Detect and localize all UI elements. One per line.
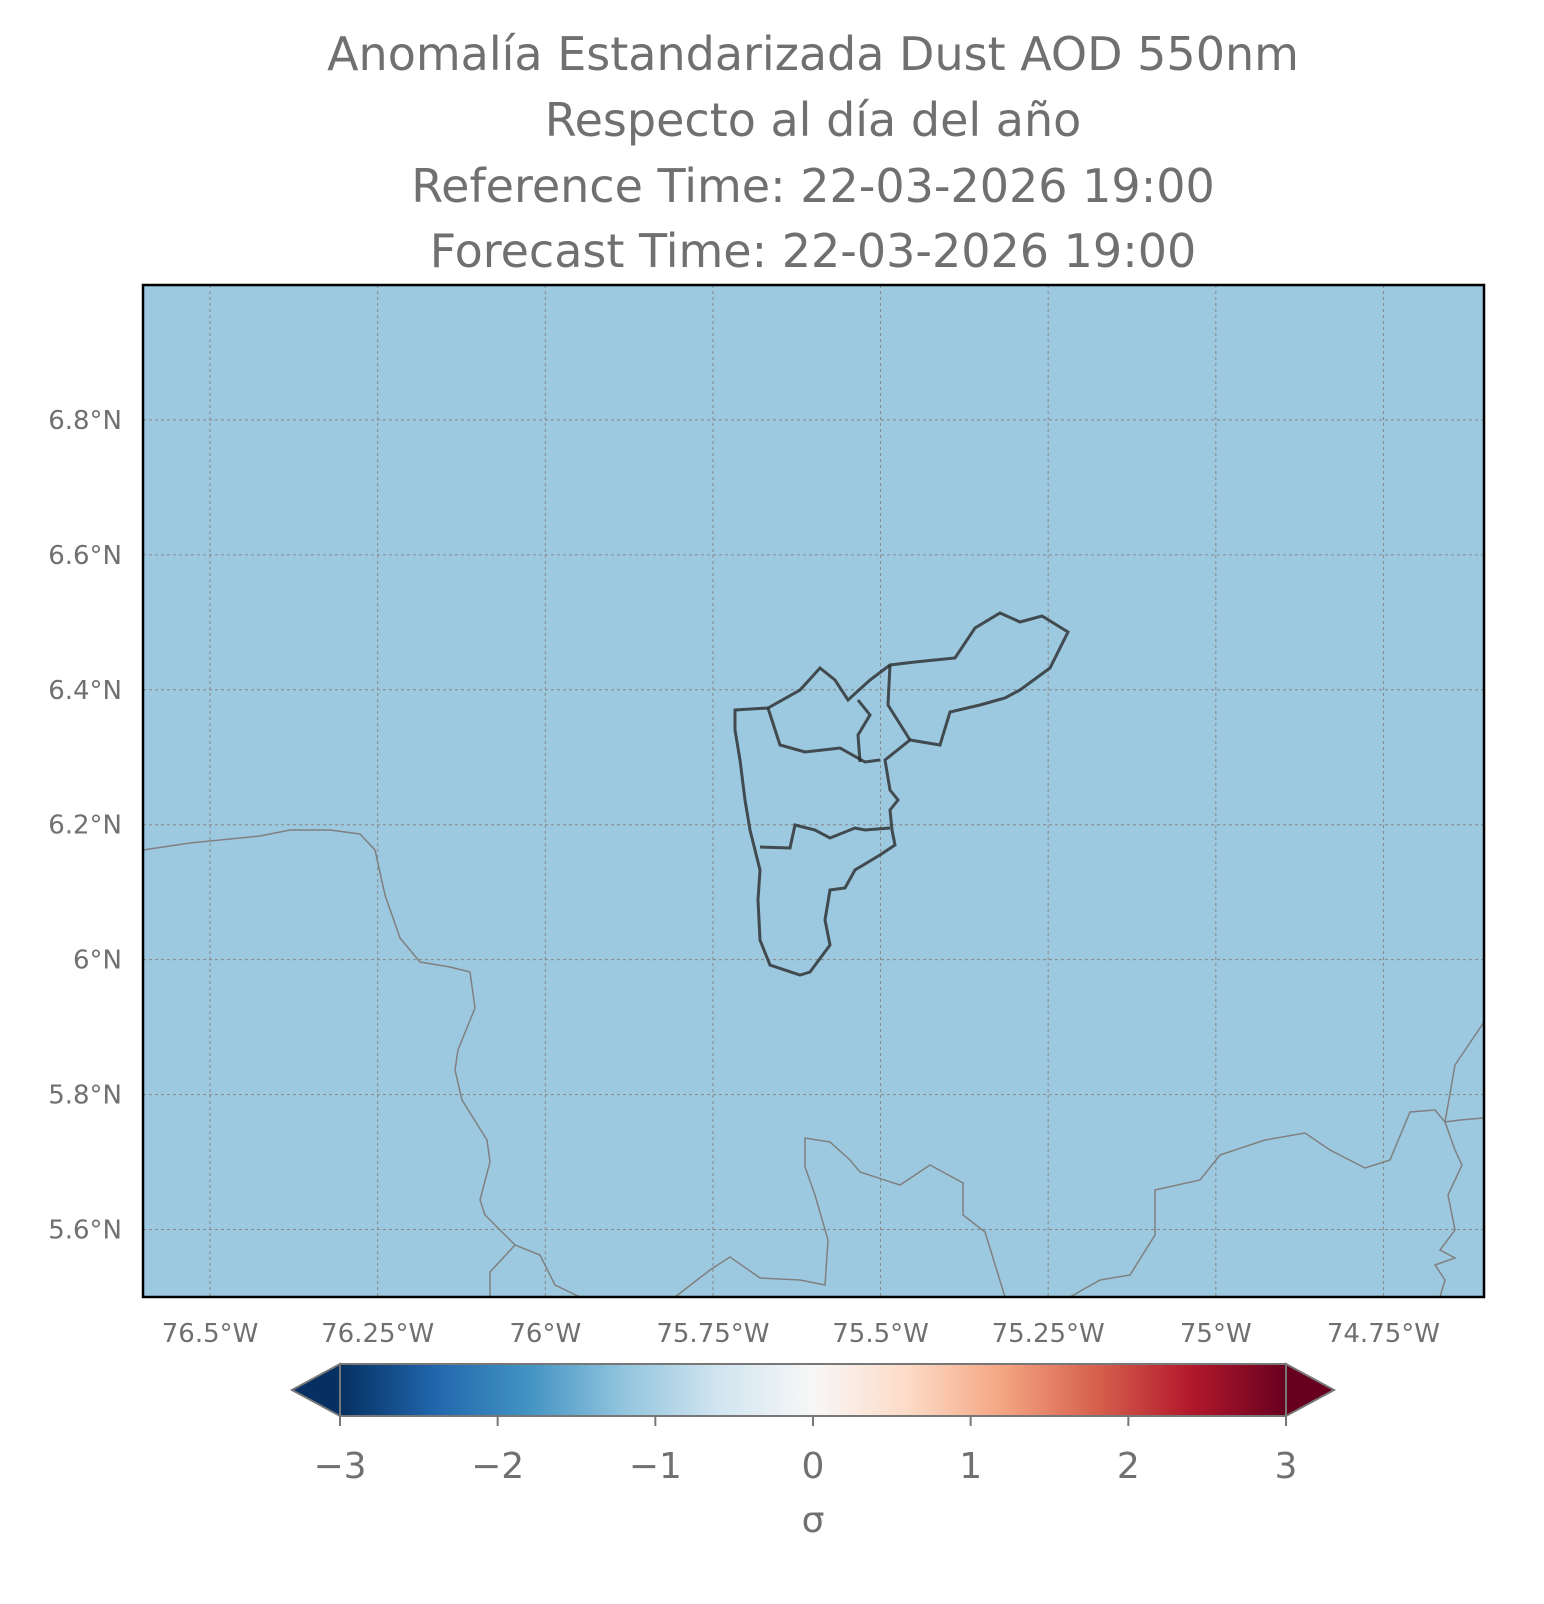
region [733,611,1070,977]
borders [142,829,1485,1298]
title-line: Anomalía Estandarizada Dust AOD 550nm [327,27,1299,81]
colorbar-gradient [339,1363,1287,1417]
colorbar: −3 −2 −1 0 1 2 3 σ [289,1362,1337,1541]
y-tick-label: 6.4°N [48,676,122,706]
map-frame [141,283,1486,1299]
border [514,1244,581,1298]
x-tick-label: 75.25°W [992,1319,1105,1349]
title-line: Reference Time: 22-03-2026 19:00 [411,159,1214,213]
colorbar-tick-label: 2 [1117,1446,1140,1487]
border [1069,1021,1485,1298]
colorbar-tick-label: −1 [629,1446,682,1487]
y-tick-label: 5.8°N [48,1081,122,1111]
border [674,1137,1006,1298]
y-tick-label: 6.6°N [48,541,122,571]
region [856,699,872,763]
regions [733,611,1070,977]
x-tick-label: 75.5°W [832,1319,929,1349]
data-field [143,285,1484,1297]
colorbar-tick-label: 1 [959,1446,982,1487]
x-tick-label: 76°W [509,1319,581,1349]
x-tick-label: 76.5°W [162,1319,259,1349]
y-tick-label: 6.2°N [48,811,122,841]
title-line: Forecast Time: 22-03-2026 19:00 [430,224,1196,278]
colorbar-tick-label: 0 [802,1446,825,1487]
grid [143,285,1484,1297]
colorbar-extend-high [1285,1362,1337,1418]
colorbar-tick-label: −3 [313,1446,366,1487]
border [1433,1121,1463,1298]
x-tick-label: 74.75°W [1327,1319,1440,1349]
colorbar-tick-label: −2 [471,1446,524,1487]
colorbar-extend-low [289,1362,341,1418]
y-tick-label: 5.6°N [48,1216,122,1246]
region [759,823,891,850]
border [142,829,517,1297]
y-tick-label: 6°N [73,946,122,976]
colorbar-label: σ [802,1500,825,1541]
region [766,707,881,764]
border [1444,1117,1485,1123]
title-line: Respecto al día del año [545,93,1082,147]
x-tick-label: 75.75°W [656,1319,769,1349]
colorbar-tick-label: 3 [1275,1446,1298,1487]
x-tick-label: 75°W [1180,1319,1252,1349]
region [886,664,912,741]
title: Anomalía Estandarizada Dust AOD 550nm Re… [327,27,1299,278]
y-tick-label: 6.8°N [48,406,122,436]
x-tick-label: 76.25°W [321,1319,434,1349]
